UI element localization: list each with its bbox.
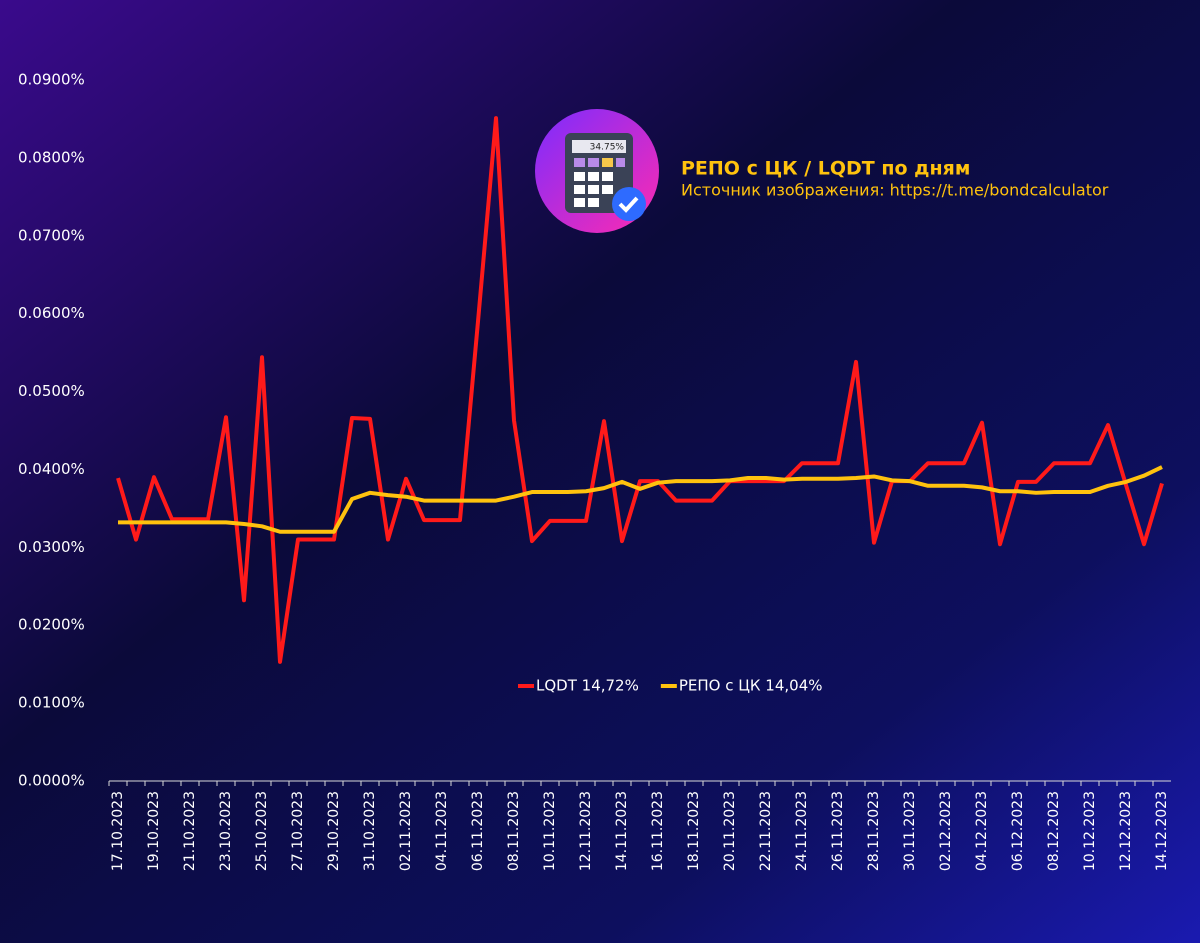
y-tick-label: 0.0000% — [18, 772, 85, 790]
x-tick-label: 04.11.2023 — [434, 791, 450, 871]
x-tick-label: 12.11.2023 — [578, 791, 594, 871]
y-tick-label: 0.0100% — [18, 694, 85, 712]
x-tick-label: 12.12.2023 — [1118, 791, 1134, 871]
x-tick-label: 04.12.2023 — [974, 791, 990, 871]
x-tick-label: 25.10.2023 — [254, 791, 270, 871]
x-tick-label: 18.11.2023 — [686, 791, 702, 871]
y-tick-label: 0.0900% — [18, 71, 85, 89]
x-tick-label: 30.11.2023 — [902, 791, 918, 871]
y-tick-label: 0.0200% — [18, 616, 85, 634]
x-tick-label: 31.10.2023 — [362, 791, 378, 871]
x-tick-label: 02.11.2023 — [398, 791, 414, 871]
x-tick-label: 26.11.2023 — [830, 791, 846, 871]
x-tick-label: 19.10.2023 — [146, 791, 162, 871]
x-tick-label: 06.11.2023 — [470, 791, 486, 871]
x-tick-label: 06.12.2023 — [1010, 791, 1026, 871]
x-tick-label: 20.11.2023 — [722, 791, 738, 871]
x-tick-label: 02.12.2023 — [938, 791, 954, 871]
x-tick-label: 17.10.2023 — [110, 791, 126, 871]
x-tick-label: 16.11.2023 — [650, 791, 666, 871]
x-tick-label: 14.12.2023 — [1154, 791, 1170, 871]
x-tick-label: 21.10.2023 — [182, 791, 198, 871]
y-tick-label: 0.0700% — [18, 226, 85, 244]
x-tick-label: 08.11.2023 — [506, 791, 522, 871]
series-line — [118, 465, 1163, 534]
y-tick-label: 0.0800% — [18, 148, 85, 166]
y-tick-label: 0.0500% — [18, 382, 85, 400]
x-tick-label: 27.10.2023 — [290, 791, 306, 871]
chart-subtitle: Источник изображения: https://t.me/bondc… — [681, 181, 1109, 200]
x-tick-label: 28.11.2023 — [866, 791, 882, 871]
legend-label: LQDT 14,72% — [536, 677, 639, 695]
x-tick-label: 10.11.2023 — [542, 791, 558, 871]
y-tick-label: 0.0300% — [18, 538, 85, 556]
chart-title: РЕПО с ЦК / LQDT по дням — [681, 158, 970, 180]
x-tick-label: 08.12.2023 — [1046, 791, 1062, 871]
legend-item: LQDT 14,72% — [518, 677, 639, 695]
logo-text: 34.75% — [590, 143, 625, 153]
y-tick-label: 0.0400% — [18, 460, 85, 478]
x-tick-label: 22.11.2023 — [758, 791, 774, 871]
y-tick-label: 0.0600% — [18, 304, 85, 322]
logo: 34.75% — [535, 109, 659, 233]
series-line — [116, 116, 1164, 664]
x-tick-label: 29.10.2023 — [326, 791, 342, 871]
x-tick-label: 24.11.2023 — [794, 791, 810, 871]
x-tick-label: 10.12.2023 — [1082, 791, 1098, 871]
legend-label: РЕПО с ЦК 14,04% — [679, 677, 823, 695]
legend-item: РЕПО с ЦК 14,04% — [660, 677, 823, 695]
x-tick-label: 23.10.2023 — [218, 791, 234, 871]
x-tick-label: 14.11.2023 — [614, 791, 630, 871]
